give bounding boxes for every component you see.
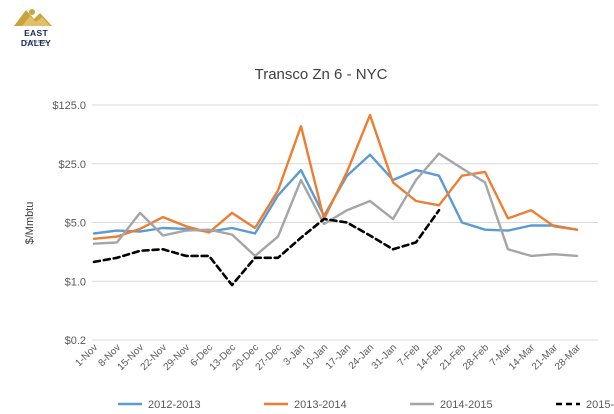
x-tick-label: 28-Feb bbox=[461, 342, 491, 372]
x-tick-label: 27-Dec bbox=[254, 342, 285, 373]
east-daley-logo: EAST DALEY CAPITAL bbox=[4, 4, 60, 48]
x-tick-label: 31-Jan bbox=[370, 342, 399, 371]
x-tick-label: 29-Nov bbox=[162, 342, 193, 373]
mountain-logo-icon bbox=[14, 9, 52, 26]
legend-label: 2014-2015 bbox=[440, 399, 493, 411]
y-tick-label: $5.0 bbox=[65, 218, 86, 230]
series-lines bbox=[92, 113, 579, 287]
series-line-2013-2014 bbox=[92, 113, 579, 240]
series-line-2014-2015 bbox=[92, 152, 579, 258]
brand-name: EAST DALEY bbox=[20, 28, 52, 48]
legend: 2012-2013 2013-2014 2014-2015 2015-2016 bbox=[118, 399, 614, 411]
y-axis-ticks: $125.0 $25.0 $5.0 $1.0 $0.2 bbox=[52, 100, 86, 347]
gridlines bbox=[92, 104, 598, 341]
y-tick-label: $0.2 bbox=[65, 335, 86, 347]
y-tick-label: $25.0 bbox=[58, 159, 86, 171]
y-tick-label: $125.0 bbox=[52, 100, 86, 112]
legend-label: 2013-2014 bbox=[294, 399, 347, 411]
series-line-2015-2016 bbox=[92, 208, 441, 287]
y-tick-label: $1.0 bbox=[65, 276, 86, 288]
x-axis-ticks: 1-Nov8-Nov15-Nov22-Nov29-Nov6-Dec13-Dec2… bbox=[73, 342, 583, 373]
legend-label: 2015-2016 bbox=[586, 399, 614, 411]
brand-sub: CAPITAL bbox=[24, 39, 48, 44]
legend-label: 2012-2013 bbox=[148, 399, 201, 411]
x-tick-label: 28-Mar bbox=[553, 342, 584, 373]
chart-title: Transco Zn 6 - NYC bbox=[255, 66, 388, 83]
y-axis-label: $/Mmbtu bbox=[24, 202, 36, 245]
